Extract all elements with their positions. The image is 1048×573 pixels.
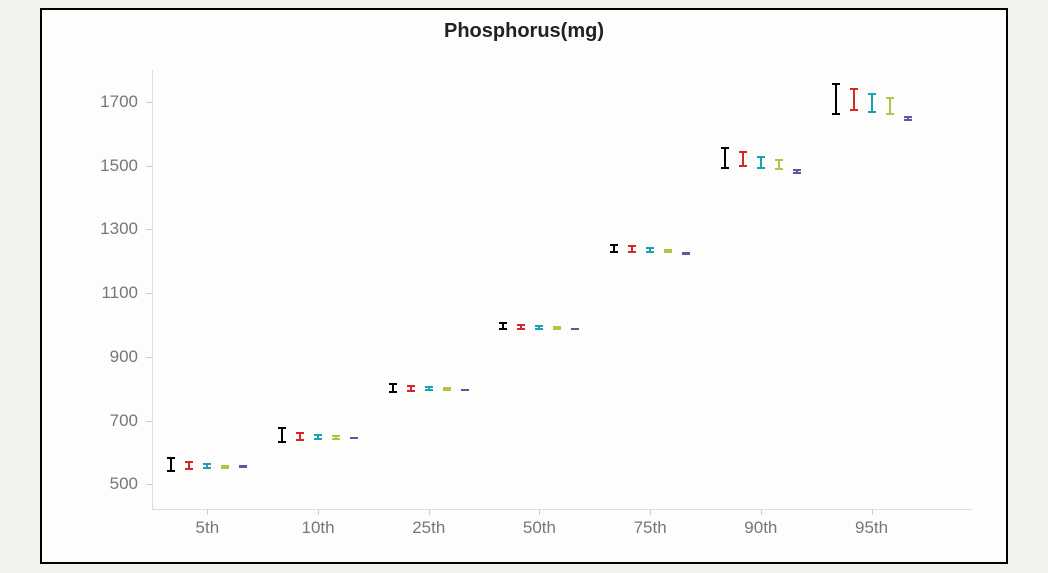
error-bar [757, 156, 765, 169]
y-tick-label: 1100 [101, 283, 138, 303]
y-tick-mark [146, 102, 152, 103]
error-bar [721, 147, 729, 169]
error-bar [332, 435, 340, 440]
x-tick-mark [318, 510, 319, 515]
y-tick-label: 500 [110, 474, 138, 494]
chart-frame: Phosphorus(mg) 5007009001100130015001700… [40, 8, 1008, 564]
error-bar [517, 324, 525, 330]
y-tick-label: 1700 [100, 92, 138, 112]
x-tick-mark [650, 510, 651, 515]
x-tick-mark [761, 510, 762, 515]
y-tick-label: 900 [110, 347, 138, 367]
x-tick-mark [429, 510, 430, 515]
x-tick-label: 95th [855, 518, 888, 538]
y-tick-mark [146, 484, 152, 485]
error-bar [203, 463, 211, 469]
y-tick-mark [146, 421, 152, 422]
error-bar [407, 385, 415, 392]
x-tick-label: 5th [196, 518, 220, 538]
x-tick-mark [539, 510, 540, 515]
error-bar [221, 465, 229, 469]
y-tick-mark [146, 229, 152, 230]
error-bar [793, 169, 801, 173]
x-tick-label: 50th [523, 518, 556, 538]
error-bar [739, 151, 747, 167]
error-bar [461, 389, 469, 391]
error-bar [664, 249, 672, 254]
x-tick-label: 25th [412, 518, 445, 538]
error-bar [850, 88, 858, 112]
error-bar [646, 247, 654, 253]
plot-area: 50070090011001300150017005th10th25th50th… [152, 70, 972, 510]
y-tick-mark [146, 166, 152, 167]
error-bar [425, 386, 433, 391]
error-bar [167, 457, 175, 471]
error-bar [443, 387, 451, 391]
x-tick-mark [872, 510, 873, 515]
error-bar [350, 437, 358, 439]
error-bar [314, 434, 322, 440]
x-tick-label: 75th [634, 518, 667, 538]
x-tick-label: 90th [744, 518, 777, 538]
error-bar [535, 325, 543, 330]
y-tick-label: 1300 [100, 219, 138, 239]
error-bar [239, 465, 247, 468]
error-bar [185, 461, 193, 471]
error-bar [832, 83, 840, 115]
error-bar [886, 97, 894, 115]
error-bar [571, 328, 579, 330]
y-tick-mark [146, 357, 152, 358]
error-bar [389, 383, 397, 393]
x-tick-label: 10th [302, 518, 335, 538]
error-bar [610, 244, 618, 254]
error-bar [628, 245, 636, 253]
y-tick-mark [146, 293, 152, 294]
error-bar [278, 427, 286, 443]
error-bar [682, 252, 690, 255]
error-bar [499, 322, 507, 330]
error-bar [904, 116, 912, 121]
error-bar [296, 432, 304, 442]
y-tick-label: 700 [110, 411, 138, 431]
chart-title: Phosphorus(mg) [42, 20, 1006, 43]
y-tick-label: 1500 [100, 156, 138, 176]
error-bar [868, 93, 876, 113]
error-bar [775, 159, 783, 170]
error-bar [553, 326, 561, 330]
plot-border [152, 70, 972, 510]
x-tick-mark [207, 510, 208, 515]
